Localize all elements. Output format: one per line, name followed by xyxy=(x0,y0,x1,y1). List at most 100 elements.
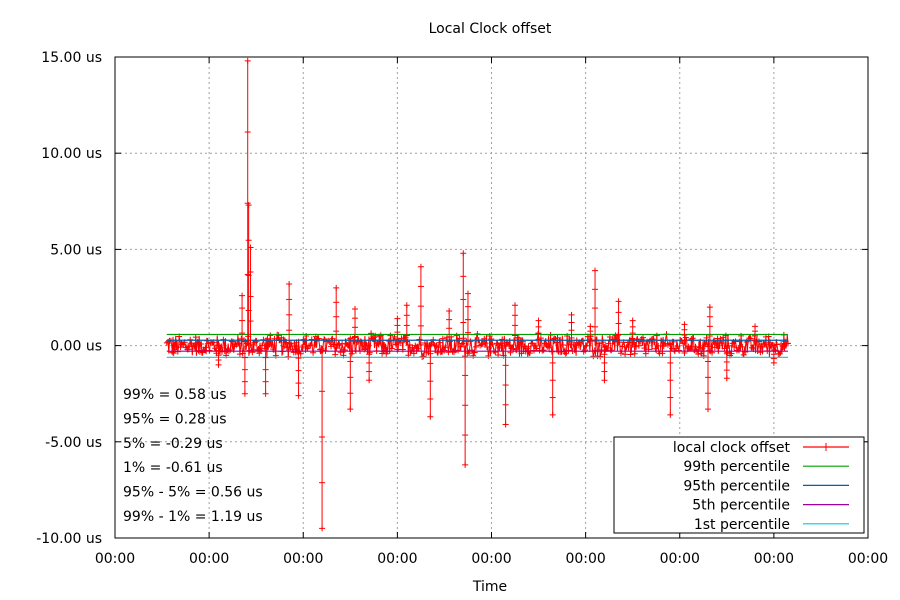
data-point xyxy=(397,339,404,346)
data-point xyxy=(281,343,288,350)
data-point xyxy=(194,339,201,346)
data-point xyxy=(295,392,302,399)
data-point xyxy=(623,344,630,351)
data-point xyxy=(305,342,312,349)
data-point xyxy=(351,334,358,341)
data-point xyxy=(235,340,242,347)
data-point xyxy=(215,361,222,368)
data-point xyxy=(497,340,504,347)
data-point xyxy=(238,335,245,342)
data-point xyxy=(261,345,268,352)
data-point xyxy=(333,345,340,352)
data-point xyxy=(347,406,354,413)
data-point xyxy=(244,57,251,64)
data-point xyxy=(686,345,693,352)
data-point xyxy=(467,338,474,345)
data-point xyxy=(239,292,246,299)
axis-ticks: 15.00 us 10.00 us 5.00 us 0.00 us -5.00 us -1… xyxy=(36,50,888,567)
data-point xyxy=(314,336,321,343)
data-point xyxy=(550,336,557,343)
stat-annotation: 95% = 0.28 us xyxy=(123,411,227,427)
data-point xyxy=(189,343,196,350)
offset-spikes xyxy=(215,57,777,532)
data-point xyxy=(446,338,453,345)
data-point xyxy=(769,342,776,349)
data-point xyxy=(453,332,460,339)
legend-label: 95th percentile xyxy=(683,478,790,494)
data-point xyxy=(283,344,290,351)
data-point xyxy=(374,340,381,347)
data-point xyxy=(723,375,730,382)
data-point xyxy=(245,202,252,209)
data-point xyxy=(265,338,272,345)
data-point xyxy=(738,332,745,339)
data-point xyxy=(649,336,656,343)
data-point xyxy=(262,390,269,397)
data-point xyxy=(435,344,442,351)
data-point xyxy=(191,342,198,349)
data-point xyxy=(559,342,566,349)
data-point xyxy=(365,342,372,349)
data-point xyxy=(427,413,434,420)
data-point xyxy=(169,349,176,356)
data-point xyxy=(431,342,438,349)
data-point xyxy=(299,344,306,351)
data-point xyxy=(247,244,254,251)
data-point xyxy=(343,340,350,347)
data-point xyxy=(460,250,467,257)
data-point xyxy=(666,340,673,347)
legend: local clock offset 99th percentile 95th pe… xyxy=(613,436,865,534)
data-point xyxy=(394,315,401,322)
data-point xyxy=(333,284,340,291)
data-point xyxy=(749,344,756,351)
data-point xyxy=(739,343,746,350)
data-point xyxy=(292,342,299,349)
data-point xyxy=(704,406,711,413)
data-point xyxy=(201,347,208,354)
x-tick-label: 00:00 xyxy=(471,551,511,567)
data-point xyxy=(420,353,427,360)
data-point xyxy=(605,340,612,347)
data-point xyxy=(477,342,484,349)
plot-series xyxy=(163,57,791,532)
data-point xyxy=(412,342,419,349)
data-point xyxy=(337,349,344,356)
x-tick-label: 00:00 xyxy=(377,551,417,567)
data-point xyxy=(601,377,608,384)
data-point xyxy=(784,340,791,347)
y-tick-label: 15.00 us xyxy=(41,50,102,66)
data-point xyxy=(577,341,584,348)
data-point xyxy=(653,332,660,339)
data-point xyxy=(779,343,786,350)
data-point xyxy=(421,339,428,346)
data-point xyxy=(655,342,662,349)
x-tick-label: 00:00 xyxy=(754,551,794,567)
x-tick-label: 00:00 xyxy=(848,551,888,567)
data-point xyxy=(167,337,174,344)
data-point xyxy=(681,321,688,328)
x-tick-label: 00:00 xyxy=(660,551,700,567)
data-point xyxy=(214,342,221,349)
data-point xyxy=(206,347,213,354)
legend-label: 1st percentile xyxy=(694,517,790,533)
data-point xyxy=(525,343,532,350)
data-point xyxy=(529,340,536,347)
data-point xyxy=(549,411,556,418)
data-point xyxy=(604,344,611,351)
legend-label: local clock offset xyxy=(673,440,791,456)
y-tick-label: 0.00 us xyxy=(50,339,102,355)
data-point xyxy=(484,344,491,351)
data-point xyxy=(462,461,469,468)
data-point xyxy=(544,343,551,350)
data-point xyxy=(718,340,725,347)
data-point xyxy=(776,350,783,357)
data-point xyxy=(758,343,765,350)
data-point xyxy=(641,345,648,352)
data-point xyxy=(455,347,462,354)
data-point xyxy=(366,377,373,384)
data-point xyxy=(591,347,598,354)
data-point xyxy=(619,343,626,350)
data-point xyxy=(674,343,681,350)
data-point xyxy=(638,336,645,343)
